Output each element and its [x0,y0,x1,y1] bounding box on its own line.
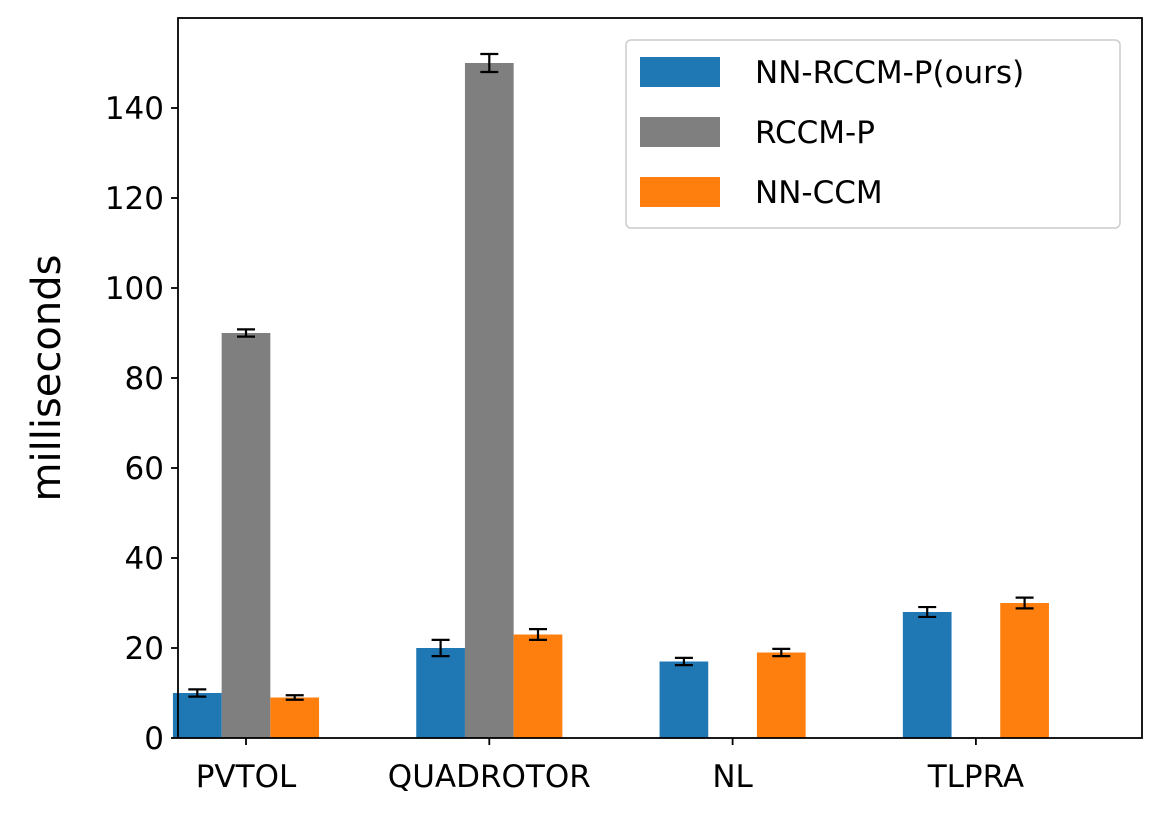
error-bar-rccm-p-quadrotor [480,52,499,74]
y-axis-label: milliseconds [24,255,70,502]
y-tick-label: 80 [125,361,164,397]
y-tick-label: 120 [105,181,164,217]
error-bar-nn-rccm-p-ours-nl [674,656,693,667]
bar-nn-ccm-quadrotor [513,634,563,738]
legend-swatch-nn-ccm [640,177,720,207]
legend-swatch-nn-rccm-p-ours [640,57,720,87]
bar-nn-rccm-p-ours-quadrotor [416,648,465,738]
error-bar-nn-rccm-p-ours-tlpra [918,605,937,619]
error-bar-nn-ccm-tlpra [1015,596,1034,610]
error-bars-layer [188,52,1034,701]
error-bar-nn-rccm-p-ours-pvtol [188,688,207,698]
y-tick-label: 100 [105,271,164,307]
error-bar-nn-rccm-p-ours-quadrotor [431,638,450,658]
legend-swatch-rccm-p [640,117,720,147]
bar-nn-rccm-p-ours-tlpra [902,612,952,738]
bar-nn-rccm-p-ours-nl [659,661,709,738]
error-bar-rccm-p-pvtol [237,328,255,338]
y-axis-ticks: 0 20 40 60 80 100 120 140 [105,91,178,757]
bar-rccm-p-quadrotor [464,63,514,738]
x-tick-label: QUADROTOR [388,759,591,795]
legend-label-nn-rccm-p-ours: NN-RCCM-P(ours) [755,55,1024,91]
bar-nn-ccm-tlpra [1000,603,1049,738]
y-tick-label: 140 [105,91,164,127]
x-tick-label: TLPRA [927,759,1024,795]
bar-rccm-p-pvtol [221,333,271,738]
error-bar-nn-ccm-quadrotor [529,627,547,642]
error-bar-nn-ccm-pvtol [285,694,304,701]
bars-layer [172,63,1049,738]
legend: NN-RCCM-P(ours) RCCM-P NN-CCM [625,39,1121,229]
y-tick-label: 0 [144,721,164,757]
legend-label-rccm-p: RCCM-P [755,115,875,151]
bar-nn-rccm-p-ours-pvtol [172,693,222,738]
bar-nn-ccm-pvtol [270,697,320,738]
y-tick-label: 60 [125,451,164,487]
x-tick-label: PVTOL [196,759,297,795]
y-tick-label: 40 [125,541,164,577]
x-axis-ticks: PVTOL QUADROTOR NL TLPRA [196,738,1024,795]
error-bar-nn-ccm-nl [772,647,791,658]
bar-nn-ccm-nl [756,652,806,738]
legend-label-nn-ccm: NN-CCM [755,175,883,211]
x-tick-label: NL [712,759,753,795]
legend-frame [625,39,1121,229]
y-tick-label: 20 [125,631,164,667]
